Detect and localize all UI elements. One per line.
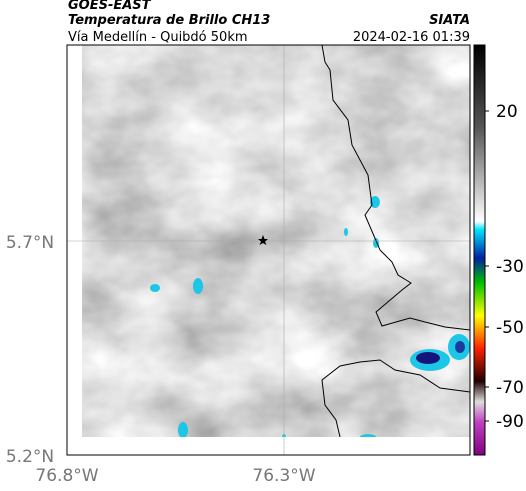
colorbar-label: -90 <box>496 412 524 432</box>
colorbar-label: -70 <box>496 378 524 398</box>
cold-tops <box>150 196 470 437</box>
colorbar <box>473 44 486 456</box>
satellite: GOES-EAST <box>68 0 152 13</box>
lon-tick: 76.3°W <box>252 466 315 486</box>
source: SIATA <box>429 13 470 28</box>
border-lines <box>321 45 470 437</box>
colorbar-label: 20 <box>496 102 518 122</box>
lat-tick: 5.2°N <box>6 447 54 467</box>
lon-tick: 76.8°W <box>35 466 98 486</box>
lat-tick: 5.7°N <box>6 233 54 253</box>
location-star <box>258 235 268 245</box>
frame <box>66 44 471 456</box>
imagery <box>82 45 470 437</box>
route: Vía Medellín - Quibdó 50km <box>68 30 248 45</box>
product: Temperatura de Brillo CH13 <box>68 13 270 28</box>
colorbar-label: -50 <box>496 318 524 338</box>
datetime: 2024-02-16 01:39 <box>353 30 470 45</box>
colorbar-label: -30 <box>496 257 524 277</box>
colorbar-ticks <box>485 110 489 422</box>
